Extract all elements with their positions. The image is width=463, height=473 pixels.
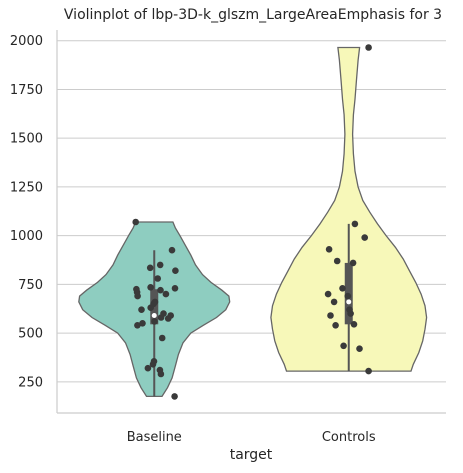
median-marker-controls	[346, 299, 352, 305]
x-tick-label-baseline: Baseline	[127, 430, 182, 445]
data-point	[339, 285, 346, 292]
data-point	[171, 393, 178, 400]
y-tick-label: 250	[18, 375, 43, 390]
data-point	[133, 285, 140, 293]
data-point	[150, 358, 158, 365]
data-point	[172, 267, 179, 275]
data-point	[325, 246, 333, 253]
data-point	[156, 366, 164, 374]
y-tick-label: 1250	[10, 180, 43, 195]
data-point	[156, 261, 164, 269]
y-tick-label: 750	[18, 278, 43, 293]
data-point	[333, 257, 341, 265]
data-point	[332, 322, 339, 329]
axes: 250 500 750 1000 1250 1500 1750 2000 Baseline Con…	[10, 30, 446, 445]
data-point	[154, 275, 161, 282]
chart-title: Violinplot of lbp-3D-k_glszm_LargeAreaEm…	[64, 7, 442, 23]
data-point	[168, 246, 176, 254]
data-point	[151, 318, 158, 325]
data-point	[144, 364, 152, 372]
y-tick-label: 1000	[10, 229, 43, 244]
data-point	[132, 218, 139, 226]
data-point	[340, 342, 347, 350]
data-point	[146, 264, 154, 272]
y-tick-label: 1750	[10, 83, 43, 98]
x-axis-label: target	[230, 447, 273, 463]
data-point	[365, 44, 372, 51]
data-point	[356, 345, 363, 353]
data-point	[139, 320, 146, 327]
data-point	[365, 367, 372, 375]
data-point	[351, 220, 359, 228]
data-point	[151, 298, 159, 306]
data-point	[344, 292, 352, 300]
y-tick-label: 2000	[10, 34, 43, 49]
data-point	[171, 285, 179, 292]
data-point	[349, 259, 357, 267]
data-point	[147, 284, 154, 291]
data-point	[134, 322, 141, 329]
violin-controls	[270, 46, 428, 372]
y-tick-label: 500	[18, 327, 43, 342]
data-point	[158, 334, 166, 342]
data-points	[132, 44, 372, 400]
data-point	[346, 306, 353, 314]
data-point	[157, 286, 164, 294]
y-tick-label: 1500	[10, 132, 43, 147]
data-point	[138, 306, 145, 314]
median-marker-baseline	[151, 313, 157, 319]
data-point	[162, 290, 170, 298]
data-point	[327, 312, 334, 319]
data-point	[330, 298, 338, 306]
x-tick-label-controls: Controls	[322, 430, 376, 445]
data-point	[160, 310, 167, 317]
data-point	[350, 321, 358, 328]
data-point	[324, 290, 332, 298]
data-point	[167, 312, 174, 319]
data-point	[361, 234, 369, 241]
